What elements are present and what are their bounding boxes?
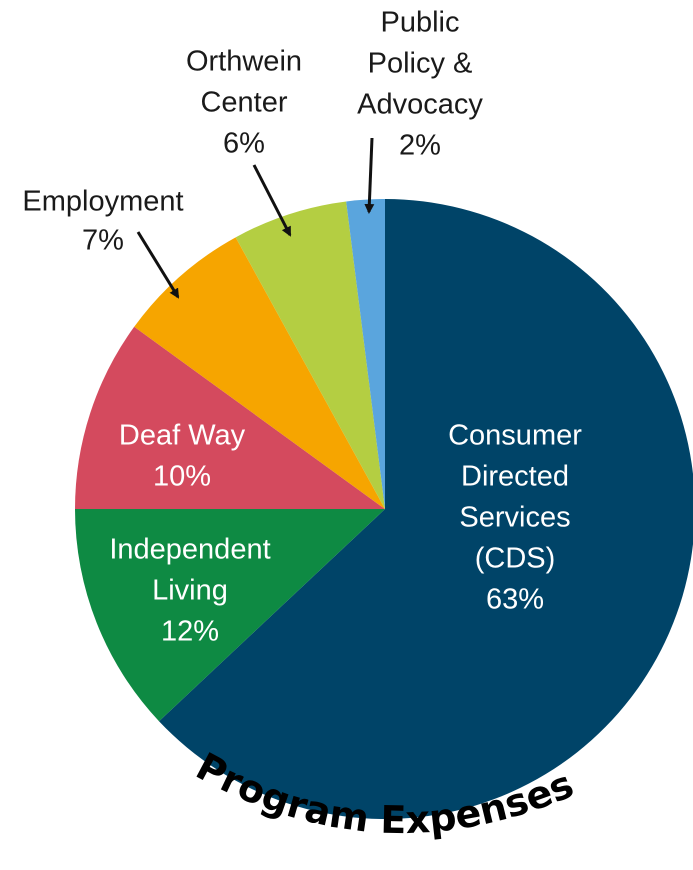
slice-category-label: Advocacy xyxy=(357,89,483,121)
slice-value-label: 10% xyxy=(153,461,211,493)
leader-arrow-employment xyxy=(136,231,180,299)
pie-slice-employment xyxy=(134,237,385,510)
pie-slice-consumer-directed-services-cds xyxy=(159,199,693,819)
slice-label-deaf-way: Deaf Way 10% xyxy=(119,420,246,493)
slice-category-label: Independent xyxy=(109,534,270,566)
slice-category-label: Public xyxy=(381,7,460,39)
leader-arrow-public-policy-advocacy xyxy=(364,137,375,214)
slice-category-label: Directed xyxy=(461,461,569,493)
pie-slice-orthwein-center xyxy=(235,201,385,509)
slice-category-label: Center xyxy=(200,87,287,119)
slice-value-label: 2% xyxy=(399,130,441,162)
slice-label-consumer-directed-services-cds: Consumer Directed Services (CDS) 63% xyxy=(448,420,582,616)
slice-value-label: 12% xyxy=(161,616,219,648)
slice-category-label: Policy & xyxy=(368,48,473,80)
slice-category-label: Consumer xyxy=(448,420,582,452)
pie-slice-public-policy-advocacy xyxy=(346,199,385,509)
slice-value-label: 63% xyxy=(486,584,544,616)
slice-category-label: (CDS) xyxy=(475,543,556,575)
slice-label-employment: Employment 7% xyxy=(22,186,183,257)
slice-value-label: 7% xyxy=(82,225,124,257)
pie-slice-independent-living xyxy=(75,509,385,722)
slice-value-label: 6% xyxy=(223,128,265,160)
slice-category-label: Deaf Way xyxy=(119,420,246,452)
slice-label-public-policy-advocacy: Public Policy & Advocacy 2% xyxy=(357,7,483,162)
slice-category-label: Living xyxy=(152,575,228,607)
pie-slice-deaf-way xyxy=(75,326,385,509)
slice-category-label: Orthwein xyxy=(186,46,302,78)
slice-label-orthwein-center: Orthwein Center 6% xyxy=(186,46,302,160)
slice-category-label: Services xyxy=(459,502,570,534)
leader-arrow-orthwein-center xyxy=(252,164,292,237)
slice-label-independent-living: Independent Living 12% xyxy=(109,534,270,648)
slice-category-label: Employment xyxy=(22,186,183,218)
